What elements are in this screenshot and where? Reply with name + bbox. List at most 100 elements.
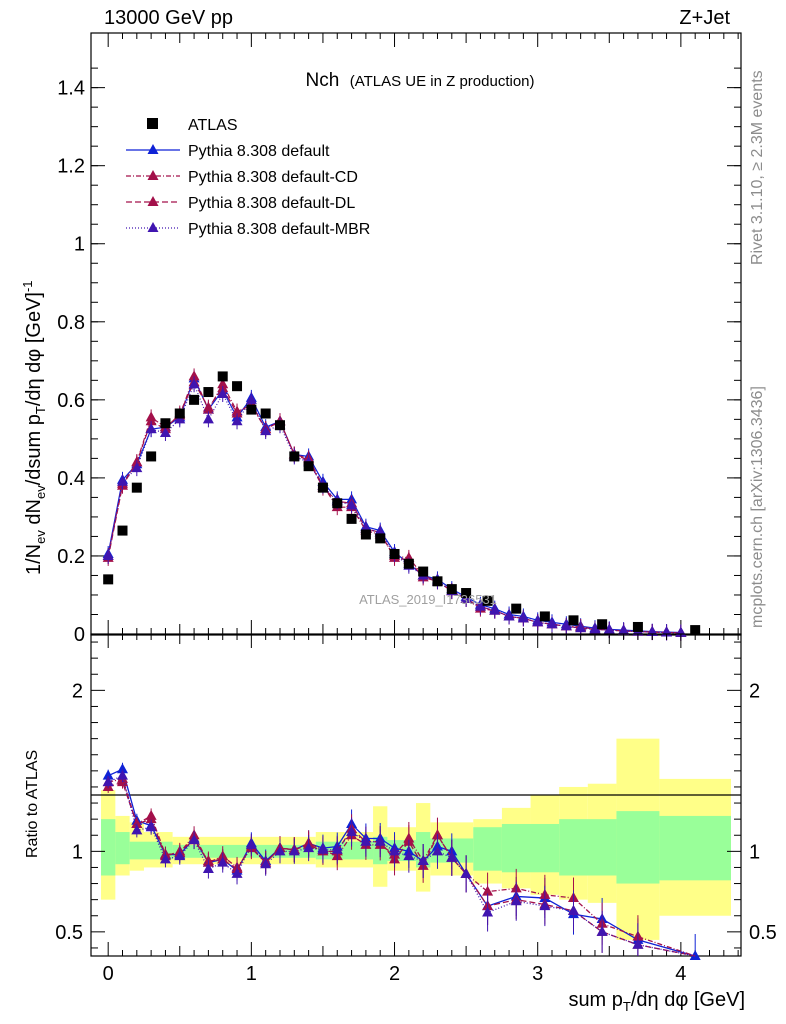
main-plot-panel: 0 0.2 0.4 0.6 0.8 1 1.2 1.4 ATLAS_2019_I1736531… — [20, 32, 742, 646]
ratio-triangle-marker — [346, 826, 358, 837]
triangle-marker — [560, 620, 572, 631]
atlas-data-point — [260, 408, 271, 419]
atlas-data-point — [403, 558, 414, 569]
triangle-marker — [618, 624, 630, 635]
atlas-data-point — [389, 548, 400, 559]
ratio-triangle-marker — [689, 950, 701, 960]
main-y-tick-label: 0.8 — [57, 312, 85, 334]
main-y-tick-label: 0 — [74, 624, 85, 646]
atlas-data-point — [174, 408, 185, 419]
atlas-data-point — [418, 566, 429, 577]
uncertainty-band-inner — [659, 815, 731, 881]
main-y-tick-label: 0.6 — [57, 390, 85, 412]
legend-label: Pythia 8.308 default-DL — [188, 195, 355, 212]
atlas-data-point — [160, 418, 171, 429]
triangle-marker — [589, 623, 601, 634]
atlas-data-point — [446, 584, 457, 595]
ratio-triangle-marker — [202, 863, 214, 874]
ratio-y-tick-label-left: 1 — [72, 841, 83, 863]
ratio-triangle-marker — [145, 813, 157, 824]
atlas-data-point — [189, 394, 200, 405]
ratio-triangle-marker — [145, 821, 157, 832]
triangle-marker — [102, 549, 114, 560]
triangle-marker — [489, 604, 501, 615]
triangle-marker — [517, 612, 529, 623]
uncertainty-band-inner — [473, 827, 502, 871]
legend-marker-atlas — [147, 118, 158, 129]
header-process: Z+Jet — [679, 7, 730, 29]
triangle-marker — [546, 618, 558, 629]
ratio-triangle-marker — [131, 817, 143, 828]
triangle-marker — [202, 413, 214, 424]
ratio-triangle-marker — [102, 769, 114, 780]
plot-title-main: Nch — [305, 70, 339, 91]
triangle-marker — [145, 415, 157, 426]
ratio-plot-panel: 0.5 0.5 1 1 2 2 0 1 2 3 4 Ratio to ATLAS sum pT/dη… — [24, 633, 777, 1014]
triangle-marker — [603, 624, 615, 635]
ratio-triangle-marker — [431, 845, 443, 856]
ratio-triangle-marker — [460, 867, 472, 878]
atlas-data-point — [375, 533, 386, 544]
ratio-triangle-marker — [116, 763, 128, 774]
legend-label: Pythia 8.308 default — [188, 143, 330, 160]
legend: ATLAS Pythia 8.308 default Pythia 8.308 de… — [126, 117, 370, 238]
ratio-triangle-marker — [288, 845, 300, 856]
ratio-series-line — [107, 774, 696, 957]
atlas-data-point — [317, 482, 328, 493]
main-y-tick-label: 1.2 — [57, 156, 85, 178]
triangle-marker — [131, 462, 143, 473]
analysis-watermark: ATLAS_2019_I1736531 — [359, 592, 497, 607]
ratio-triangle-marker — [567, 904, 579, 915]
legend-marker — [147, 170, 159, 180]
triangle-marker — [145, 423, 157, 434]
ratio-triangle-marker — [510, 895, 522, 906]
ratio-triangle-marker — [303, 842, 315, 853]
atlas-data-point — [274, 420, 285, 431]
atlas-data-point — [303, 461, 314, 472]
legend-label: Pythia 8.308 default-CD — [188, 169, 358, 186]
atlas-data-point — [360, 529, 371, 540]
atlas-data-point — [568, 615, 579, 626]
uncertainty-band-inner — [115, 832, 130, 865]
uncertainty-band-inner — [315, 841, 374, 860]
main-y-tick-label: 0.4 — [57, 468, 85, 490]
legend-label: Pythia 8.308 default-MBR — [188, 221, 370, 238]
atlas-data-point — [146, 451, 157, 462]
atlas-data-point — [511, 603, 522, 614]
ratio-y-tick-label-right: 1 — [749, 841, 760, 863]
header-energy: 13000 GeV pp — [104, 7, 233, 29]
uncertainty-band-inner — [559, 819, 617, 876]
ratio-triangle-marker — [274, 845, 286, 856]
x-axis-label: sum pT/dη dφ [GeV] — [568, 989, 745, 1014]
ratio-triangle-marker — [116, 769, 128, 780]
ratio-series-line — [107, 781, 696, 957]
atlas-data-point — [117, 525, 128, 536]
triangle-marker — [474, 600, 486, 611]
main-y-tick-label: 0.2 — [57, 546, 85, 568]
ratio-triangle-marker — [231, 867, 243, 878]
ratio-y-tick-label-left: 0.5 — [55, 922, 83, 944]
atlas-data-point — [346, 513, 357, 524]
triangle-marker — [503, 610, 515, 621]
triangle-marker — [575, 622, 587, 633]
side-label-rivet: Rivet 3.1.10, ≥ 2.3M events — [749, 70, 766, 265]
ratio-triangle-marker — [403, 850, 415, 861]
side-label-mcplots: mcplots.cern.ch [arXiv:1306.3436] — [749, 386, 766, 628]
ratio-triangle-marker — [260, 858, 272, 869]
ratio-triangle-marker — [217, 856, 229, 867]
legend-label: ATLAS — [188, 117, 238, 134]
ratio-triangle-marker — [539, 900, 551, 911]
atlas-data-point — [232, 381, 243, 392]
triangle-marker — [245, 393, 257, 404]
x-tick-label: 0 — [103, 963, 114, 985]
main-y-axis-label: 1/Nev dNev/dsum pT/dη dφ [GeV]-1 — [20, 280, 48, 575]
legend-marker — [147, 144, 159, 154]
atlas-data-point — [203, 387, 214, 398]
atlas-data-point — [103, 574, 114, 585]
ratio-y-tick-label-right: 2 — [749, 680, 760, 702]
ratio-triangle-marker — [102, 776, 114, 787]
ratio-y-axis-label: Ratio to ATLAS — [24, 750, 41, 858]
triangle-marker — [260, 425, 272, 436]
legend-marker — [147, 196, 159, 206]
